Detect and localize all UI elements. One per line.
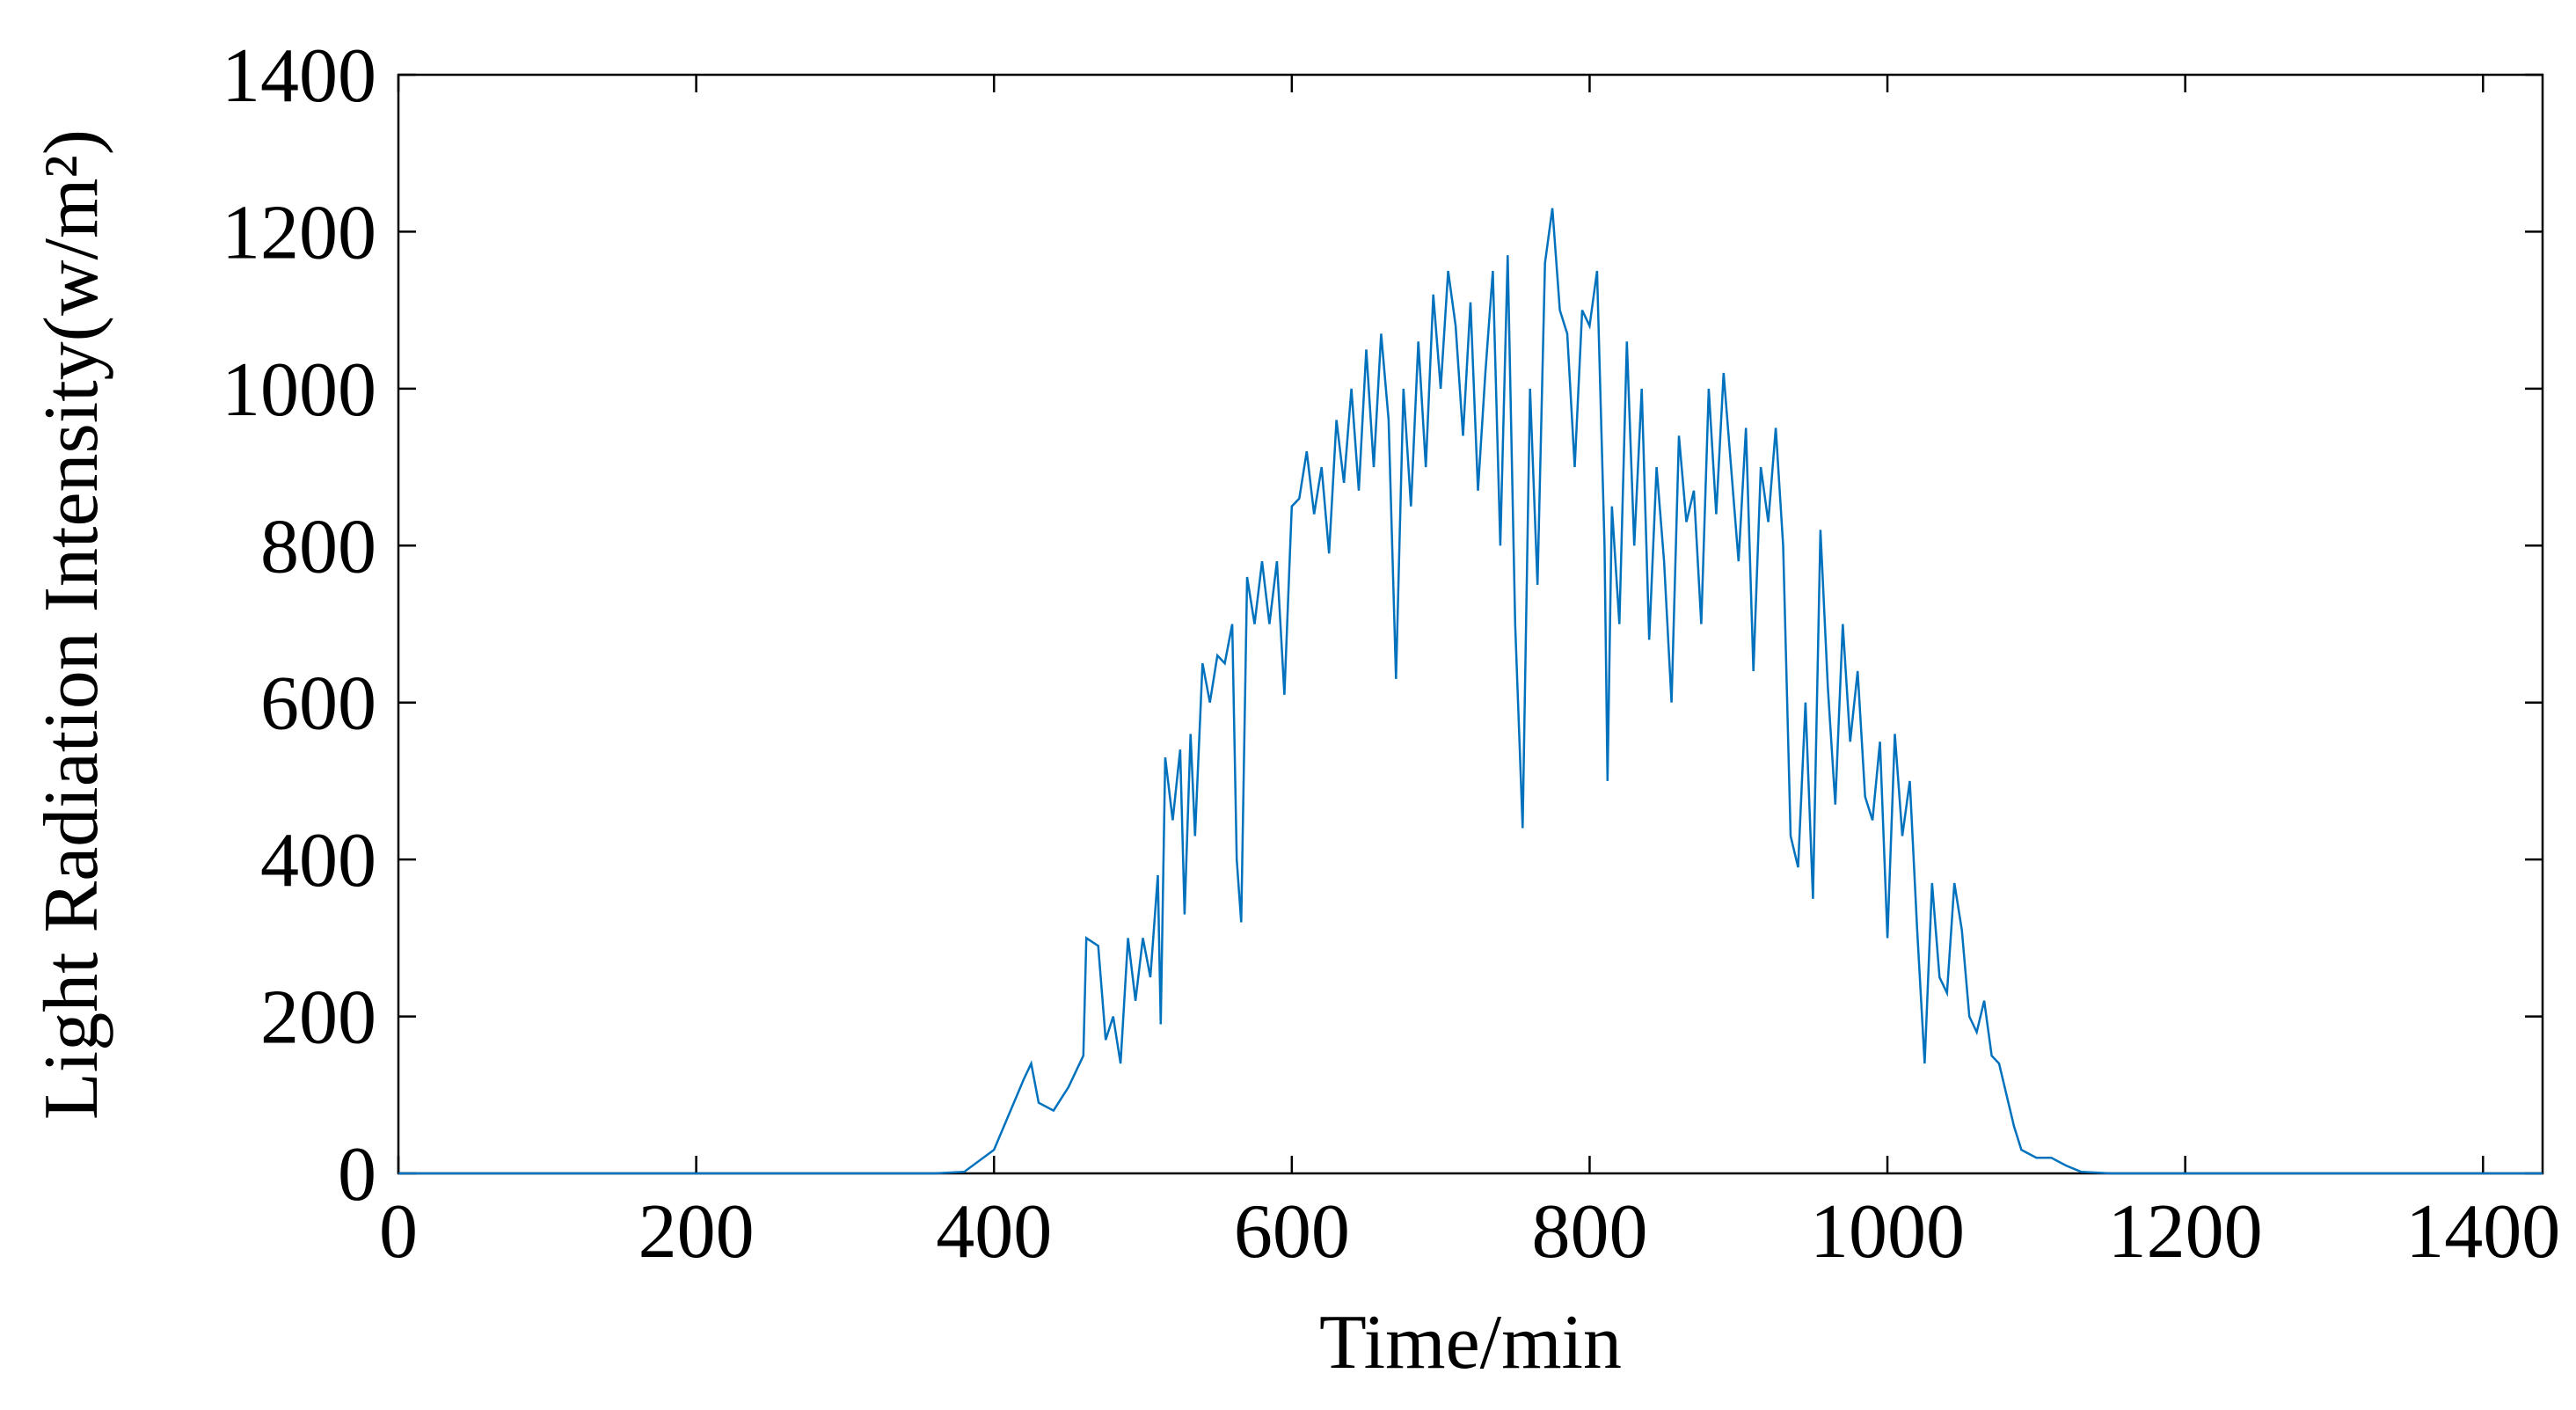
data-line [398, 208, 2543, 1175]
x-axis-label: Time/min [1319, 1300, 1622, 1385]
y-tick-label: 0 [338, 1132, 376, 1217]
y-axis-label: Light Radiation Intensity(w/m²) [29, 129, 114, 1120]
x-tick-label: 1000 [1810, 1189, 1965, 1275]
y-tick-label: 1200 [222, 190, 376, 275]
y-tick-label: 1400 [222, 33, 376, 119]
x-tick-label: 0 [379, 1189, 418, 1275]
x-tick-label: 1400 [2405, 1189, 2560, 1275]
x-tick-label: 1200 [2108, 1189, 2263, 1275]
x-tick-label: 200 [639, 1189, 755, 1275]
x-tick-label: 800 [1531, 1189, 1647, 1275]
plot-frame [397, 73, 2544, 1175]
y-tick-label: 800 [260, 504, 376, 589]
y-tick-label: 200 [260, 975, 376, 1061]
x-tick-label: 400 [936, 1189, 1052, 1275]
y-tick-label: 600 [260, 661, 376, 747]
x-tick-label: 600 [1234, 1189, 1350, 1275]
y-tick-label: 400 [260, 818, 376, 903]
y-tick-label: 1000 [222, 347, 376, 433]
